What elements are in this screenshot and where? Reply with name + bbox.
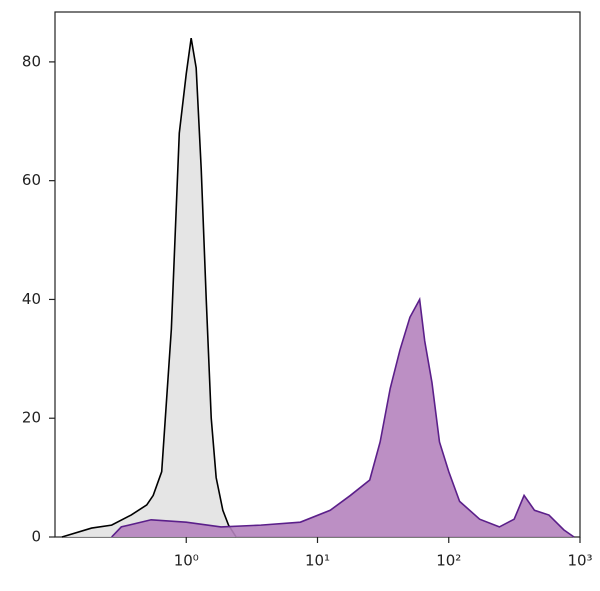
x-tick-label: 10⁰ — [174, 552, 199, 570]
x-tick-label: 10¹ — [305, 552, 330, 570]
y-tick-label: 20 — [22, 409, 41, 427]
histogram-line — [61, 37, 237, 538]
y-tick-label: 0 — [31, 528, 41, 546]
x-tick-label: 10² — [436, 552, 461, 570]
y-tick-label: 40 — [22, 290, 41, 308]
x-tick-label: 10³ — [567, 552, 592, 570]
histogram-fill — [61, 38, 237, 537]
y-tick-label: 80 — [22, 52, 41, 70]
histogram-line — [111, 296, 575, 538]
histogram-fill — [111, 299, 574, 537]
plot-frame — [54, 11, 581, 538]
y-tick-label: 60 — [22, 171, 41, 189]
